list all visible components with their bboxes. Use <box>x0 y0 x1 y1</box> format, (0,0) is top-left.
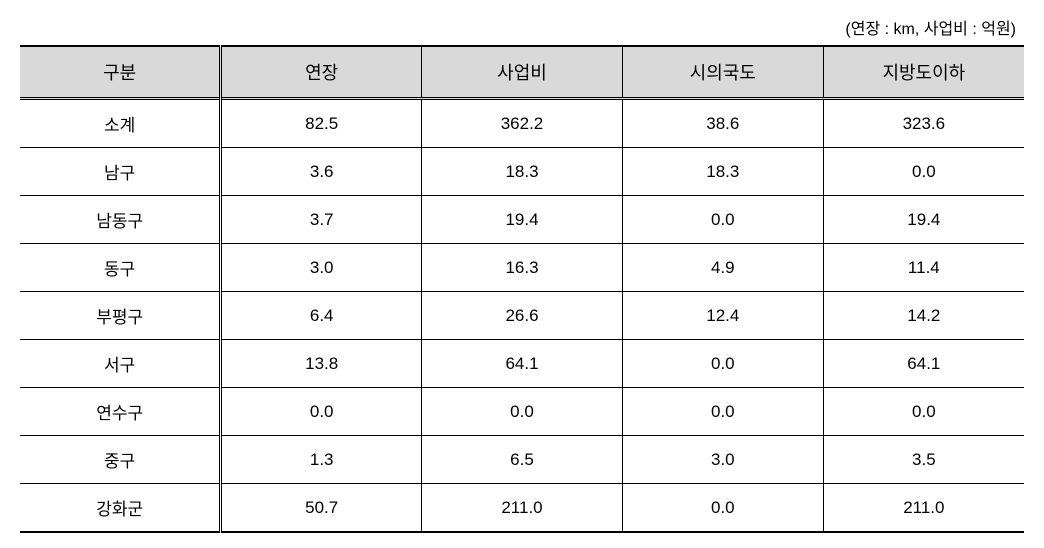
cell-value: 0.0 <box>221 388 422 436</box>
cell-value: 4.9 <box>622 244 823 292</box>
table-row: 소계82.5362.238.6323.6 <box>20 99 1024 148</box>
cell-value: 3.0 <box>221 244 422 292</box>
table-row: 남구3.618.318.30.0 <box>20 148 1024 196</box>
table-row: 서구13.864.10.064.1 <box>20 340 1024 388</box>
cell-value: 38.6 <box>622 99 823 148</box>
cell-value: 19.4 <box>422 196 623 244</box>
cell-value: 0.0 <box>823 388 1024 436</box>
table-row: 동구3.016.34.911.4 <box>20 244 1024 292</box>
row-label: 소계 <box>20 99 221 148</box>
cell-value: 82.5 <box>221 99 422 148</box>
cell-value: 3.7 <box>221 196 422 244</box>
cell-value: 19.4 <box>823 196 1024 244</box>
cell-value: 0.0 <box>422 388 623 436</box>
cell-value: 50.7 <box>221 484 422 533</box>
table-body: 소계82.5362.238.6323.6남구3.618.318.30.0남동구3… <box>20 99 1024 533</box>
table-row: 남동구3.719.40.019.4 <box>20 196 1024 244</box>
cell-value: 211.0 <box>823 484 1024 533</box>
table-row: 부평구6.426.612.414.2 <box>20 292 1024 340</box>
row-label: 동구 <box>20 244 221 292</box>
cell-value: 211.0 <box>422 484 623 533</box>
cell-value: 0.0 <box>622 340 823 388</box>
unit-note: (연장 : km, 사업비 : 억원) <box>20 15 1024 39</box>
row-label: 부평구 <box>20 292 221 340</box>
cell-value: 3.0 <box>622 436 823 484</box>
row-label: 강화군 <box>20 484 221 533</box>
cell-value: 18.3 <box>422 148 623 196</box>
cell-value: 6.4 <box>221 292 422 340</box>
col-header-4: 지방도이하 <box>823 46 1024 99</box>
row-label: 남구 <box>20 148 221 196</box>
cell-value: 0.0 <box>622 196 823 244</box>
col-header-2: 사업비 <box>422 46 623 99</box>
cell-value: 14.2 <box>823 292 1024 340</box>
header-row: 구분 연장 사업비 시의국도 지방도이하 <box>20 46 1024 99</box>
cell-value: 362.2 <box>422 99 623 148</box>
table-row: 연수구0.00.00.00.0 <box>20 388 1024 436</box>
cell-value: 3.5 <box>823 436 1024 484</box>
col-header-0: 구분 <box>20 46 221 99</box>
cell-value: 64.1 <box>422 340 623 388</box>
col-header-1: 연장 <box>221 46 422 99</box>
row-label: 서구 <box>20 340 221 388</box>
table-row: 강화군50.7211.00.0211.0 <box>20 484 1024 533</box>
cell-value: 3.6 <box>221 148 422 196</box>
row-label: 남동구 <box>20 196 221 244</box>
data-table: 구분 연장 사업비 시의국도 지방도이하 소계82.5362.238.6323.… <box>20 45 1024 533</box>
cell-value: 13.8 <box>221 340 422 388</box>
cell-value: 18.3 <box>622 148 823 196</box>
cell-value: 26.6 <box>422 292 623 340</box>
cell-value: 0.0 <box>622 484 823 533</box>
cell-value: 323.6 <box>823 99 1024 148</box>
cell-value: 6.5 <box>422 436 623 484</box>
row-label: 중구 <box>20 436 221 484</box>
cell-value: 0.0 <box>823 148 1024 196</box>
cell-value: 11.4 <box>823 244 1024 292</box>
col-header-3: 시의국도 <box>622 46 823 99</box>
cell-value: 12.4 <box>622 292 823 340</box>
cell-value: 1.3 <box>221 436 422 484</box>
cell-value: 64.1 <box>823 340 1024 388</box>
row-label: 연수구 <box>20 388 221 436</box>
cell-value: 16.3 <box>422 244 623 292</box>
cell-value: 0.0 <box>622 388 823 436</box>
table-row: 중구1.36.53.03.5 <box>20 436 1024 484</box>
